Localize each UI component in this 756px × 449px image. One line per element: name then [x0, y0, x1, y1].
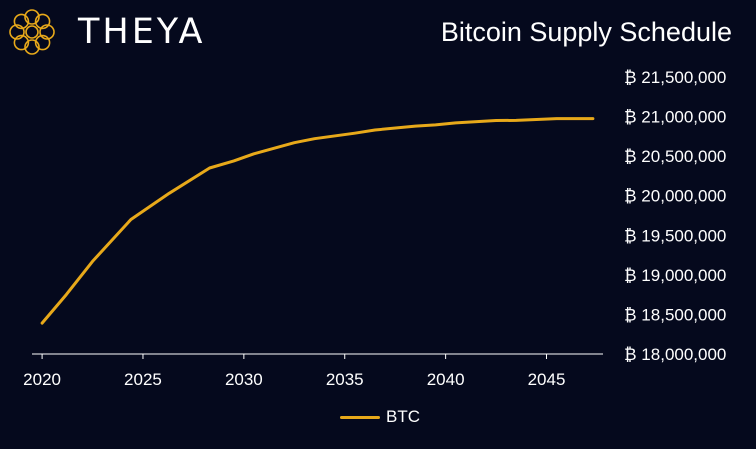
y-tick-label: ₿ 21,500,000: [624, 68, 726, 87]
y-tick-label: ₿ 20,000,000: [624, 187, 726, 206]
y-tick-label: ₿ 20,500,000: [624, 147, 726, 166]
legend-label: BTC: [386, 407, 420, 426]
legend-swatch: [340, 415, 380, 419]
series-line-btc: [40, 117, 595, 325]
x-tick-label: 2030: [225, 370, 263, 389]
x-tick-label: 2045: [528, 370, 566, 389]
legend[interactable]: BTC: [340, 407, 420, 427]
x-tick-label: 2025: [124, 370, 162, 389]
theya-logo-icon: [8, 8, 56, 56]
y-tick-label: ₿ 18,500,000: [624, 305, 726, 324]
chart-title: Bitcoin Supply Schedule: [440, 17, 732, 47]
brand-name: THEYA: [78, 12, 206, 52]
y-tick-label: ₿ 19,500,000: [624, 226, 726, 245]
y-tick-label: ₿ 18,000,000: [624, 345, 726, 364]
x-tick-label: 2040: [427, 370, 465, 389]
x-tick-label: 2035: [326, 370, 364, 389]
y-tick-label: ₿ 21,000,000: [624, 108, 726, 127]
y-tick-label: ₿ 19,000,000: [624, 266, 726, 285]
x-tick-label: 2020: [23, 370, 61, 389]
